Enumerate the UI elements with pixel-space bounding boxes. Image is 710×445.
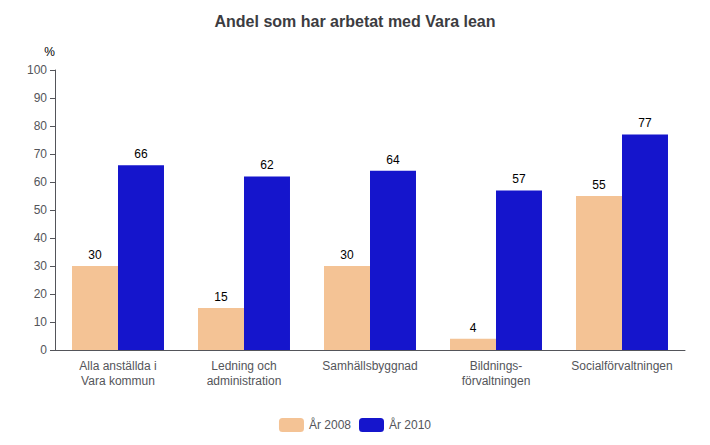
svg-text:30: 30 [340, 248, 354, 262]
svg-text:förvaltningen: förvaltningen [462, 374, 531, 388]
svg-text:År 2010: År 2010 [389, 417, 431, 432]
svg-text:20: 20 [34, 287, 48, 301]
svg-text:10: 10 [34, 315, 48, 329]
svg-text:%: % [44, 45, 55, 59]
svg-text:15: 15 [214, 290, 228, 304]
svg-text:57: 57 [512, 172, 526, 186]
svg-text:60: 60 [34, 175, 48, 189]
svg-text:30: 30 [88, 248, 102, 262]
svg-text:55: 55 [592, 178, 606, 192]
svg-text:70: 70 [34, 147, 48, 161]
svg-text:77: 77 [638, 116, 652, 130]
svg-text:Alla anställda i: Alla anställda i [79, 359, 156, 373]
svg-text:90: 90 [34, 91, 48, 105]
svg-text:80: 80 [34, 119, 48, 133]
svg-text:0: 0 [40, 343, 47, 357]
svg-text:administration: administration [207, 374, 282, 388]
svg-text:30: 30 [34, 259, 48, 273]
svg-text:62: 62 [260, 158, 274, 172]
svg-text:Bildnings-: Bildnings- [470, 359, 523, 373]
svg-text:40: 40 [34, 231, 48, 245]
svg-text:Vara kommun: Vara kommun [81, 374, 155, 388]
svg-text:Ledning och: Ledning och [211, 359, 276, 373]
svg-text:100: 100 [27, 63, 47, 77]
svg-text:Andel som har arbetat med Vara: Andel som har arbetat med Vara lean [215, 13, 496, 30]
svg-text:Samhällsbyggnad: Samhällsbyggnad [322, 359, 417, 373]
svg-text:50: 50 [34, 203, 48, 217]
svg-text:66: 66 [134, 147, 148, 161]
svg-text:Socialförvaltningen: Socialförvaltningen [571, 359, 672, 373]
svg-text:64: 64 [386, 153, 400, 167]
svg-text:År 2008: År 2008 [309, 417, 351, 432]
svg-text:4: 4 [470, 321, 477, 335]
